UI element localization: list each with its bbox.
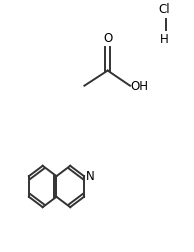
Text: N: N bbox=[86, 170, 95, 183]
Text: H: H bbox=[159, 33, 168, 46]
Text: OH: OH bbox=[130, 80, 148, 93]
Text: Cl: Cl bbox=[158, 3, 170, 16]
Text: O: O bbox=[103, 32, 112, 45]
